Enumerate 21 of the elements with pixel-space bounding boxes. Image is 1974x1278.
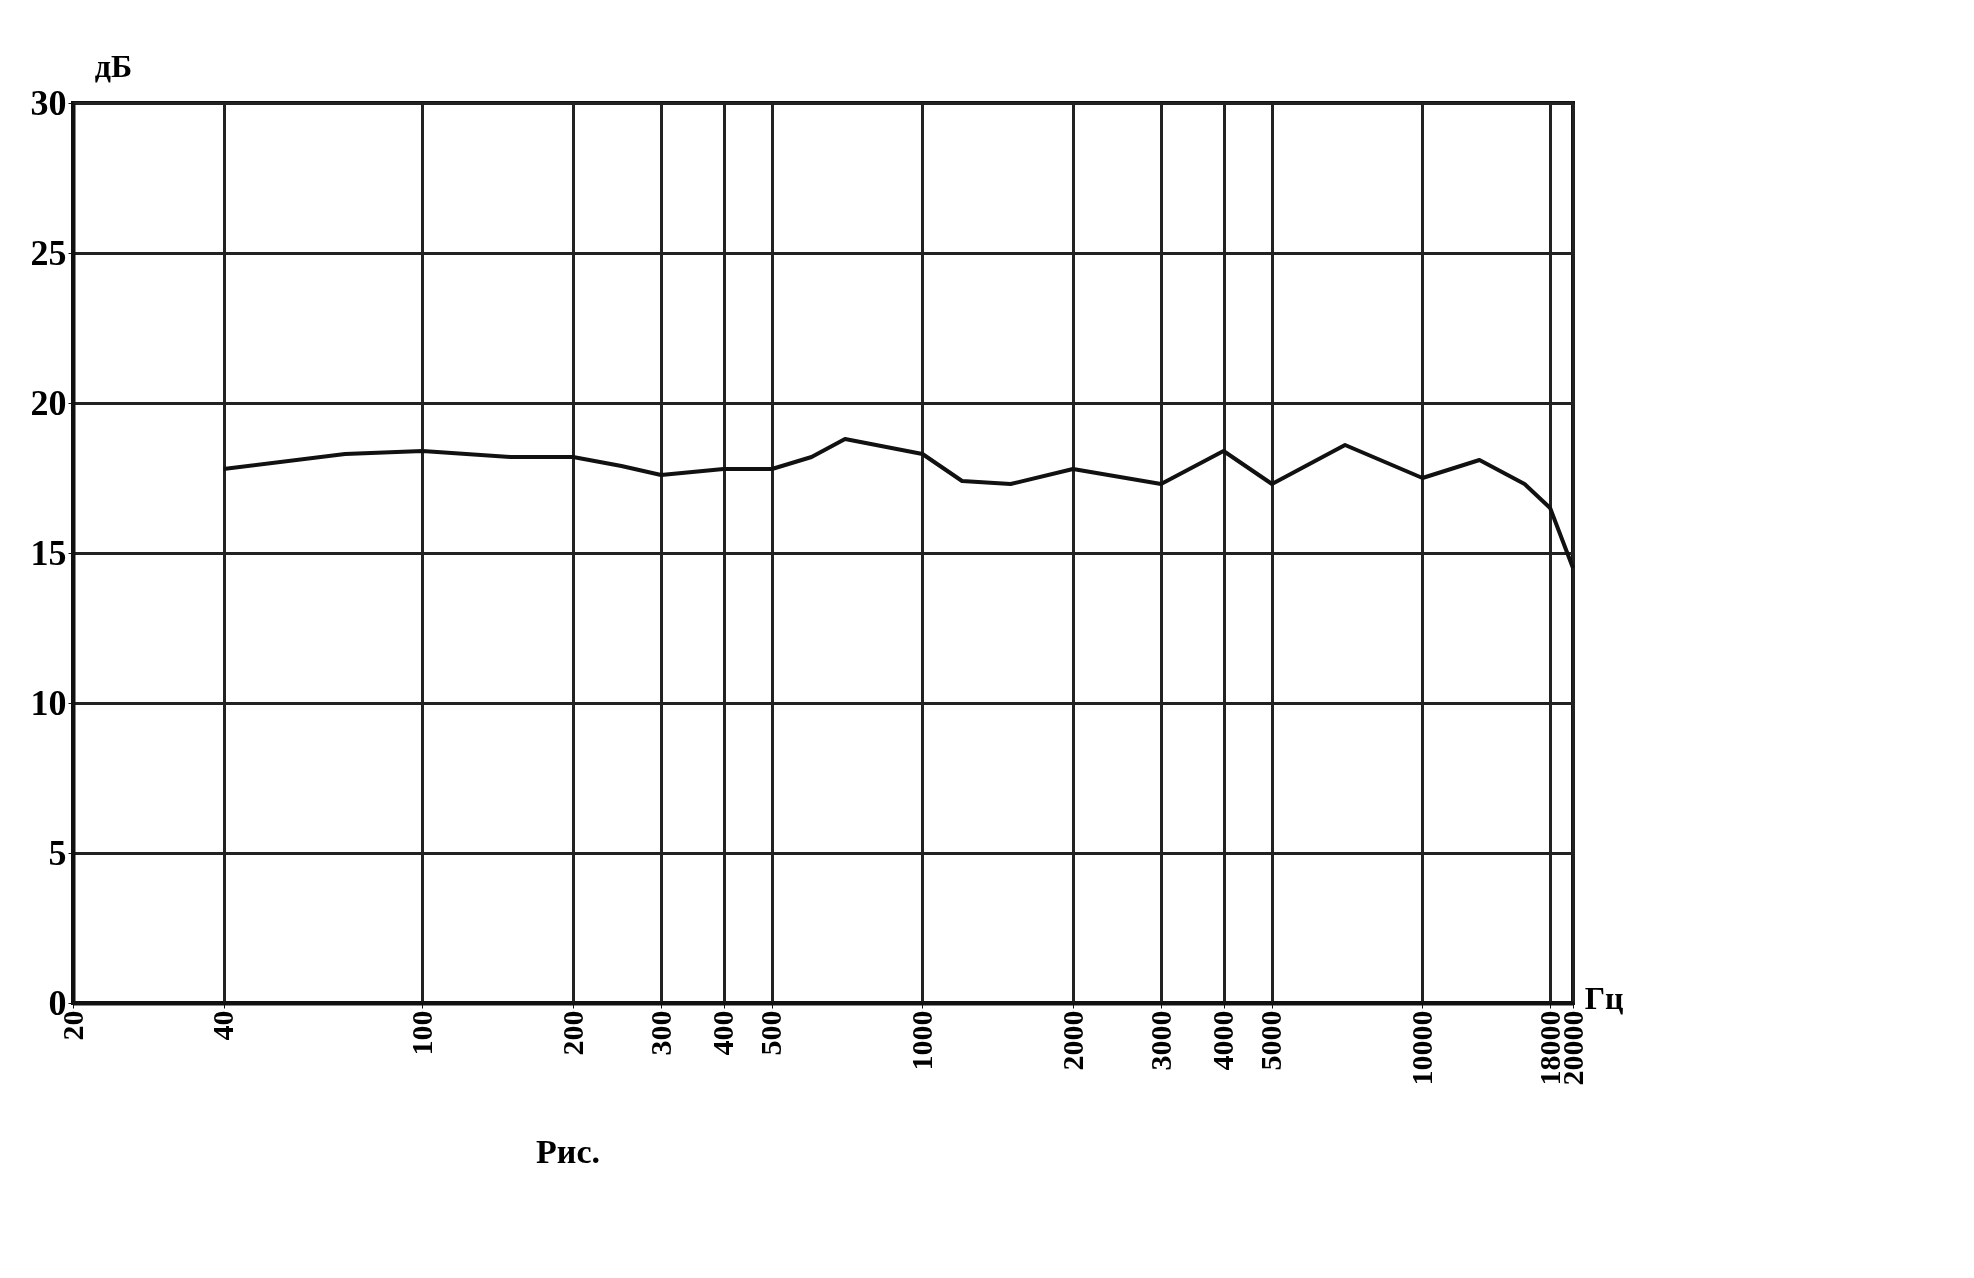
- y-tick-label: 5: [48, 832, 67, 873]
- x-tick-label: 300: [643, 1010, 677, 1056]
- x-tick-label: 500: [754, 1010, 788, 1056]
- x-tick-label: 200: [555, 1010, 589, 1056]
- y-tick-label: 20: [30, 382, 67, 423]
- x-tick-label: 400: [706, 1010, 740, 1056]
- x-tick-label: 100: [404, 1010, 438, 1056]
- x-tick-label: 10000: [1404, 1010, 1438, 1086]
- text: Рис.: [536, 1133, 600, 1170]
- x-tick-label: 3000: [1143, 1010, 1177, 1071]
- x-tick-label: 4000: [1206, 1010, 1240, 1071]
- x-tick-label: 1000: [904, 1010, 938, 1071]
- x-axis-title: Гц: [1584, 979, 1624, 1016]
- y-axis-title: дБ: [94, 47, 133, 84]
- y-tick-label: 25: [30, 232, 67, 273]
- y-tick-label: 15: [30, 532, 67, 573]
- y-tick-label: 10: [30, 682, 67, 723]
- y-tick-label: 30: [30, 82, 67, 123]
- x-tick-label: 40: [206, 1010, 240, 1041]
- x-tick-label: 2000: [1055, 1010, 1089, 1071]
- x-tick-label: 5000: [1254, 1010, 1288, 1071]
